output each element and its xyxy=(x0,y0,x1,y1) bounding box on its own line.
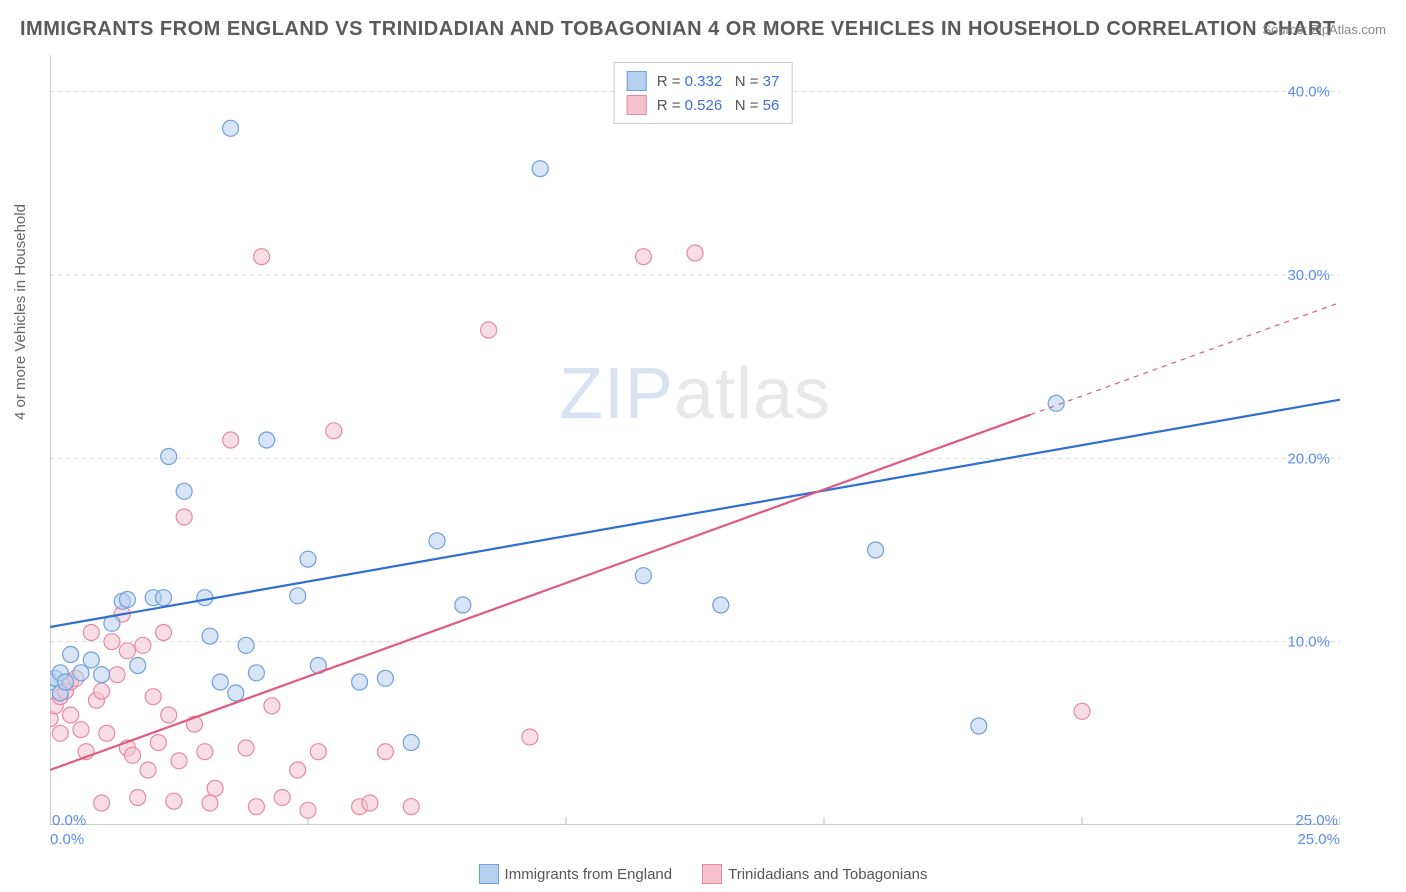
legend-swatch xyxy=(627,95,647,115)
svg-text:40.0%: 40.0% xyxy=(1287,84,1330,101)
chart-title: IMMIGRANTS FROM ENGLAND VS TRINIDADIAN A… xyxy=(20,18,1336,41)
svg-text:25.0%: 25.0% xyxy=(1295,812,1338,825)
svg-text:30.0%: 30.0% xyxy=(1287,267,1330,284)
svg-text:10.0%: 10.0% xyxy=(1287,634,1330,651)
legend-label: Immigrants from England xyxy=(505,866,673,883)
y-axis-label: 4 or more Vehicles in Household xyxy=(12,204,29,420)
legend-swatch xyxy=(479,864,499,884)
scatter-chart: 10.0% 20.0% 30.0% 40.0% 0.0% 25.0% xyxy=(50,55,1340,825)
legend-row: R = 0.526 N = 56 xyxy=(627,93,780,117)
svg-text:0.0%: 0.0% xyxy=(52,812,86,825)
legend-item: Trinidadians and Tobagonians xyxy=(702,864,927,884)
legend-item: Immigrants from England xyxy=(479,864,673,884)
legend-stats: R = 0.332 N = 37 xyxy=(657,73,780,90)
svg-text:20.0%: 20.0% xyxy=(1287,450,1330,467)
source-value: ZipAtlas.com xyxy=(1311,22,1386,37)
legend-stats: R = 0.526 N = 56 xyxy=(657,97,780,114)
legend-row: R = 0.332 N = 37 xyxy=(627,69,780,93)
source-attribution: Source: ZipAtlas.com xyxy=(1262,22,1386,37)
correlation-legend: R = 0.332 N = 37 R = 0.526 N = 56 xyxy=(614,62,793,124)
legend-swatch xyxy=(627,71,647,91)
source-label: Source: xyxy=(1262,22,1307,37)
chart-area: ZIPatlas 10.0%20.0%30.0%40.0%0.0%25.0% 0… xyxy=(50,55,1340,825)
legend-swatch xyxy=(702,864,722,884)
legend-label: Trinidadians and Tobagonians xyxy=(728,866,927,883)
x-tick-label: 0.0% xyxy=(50,831,84,848)
series-legend: Immigrants from England Trinidadians and … xyxy=(0,864,1406,884)
x-tick-label: 25.0% xyxy=(1297,831,1340,848)
